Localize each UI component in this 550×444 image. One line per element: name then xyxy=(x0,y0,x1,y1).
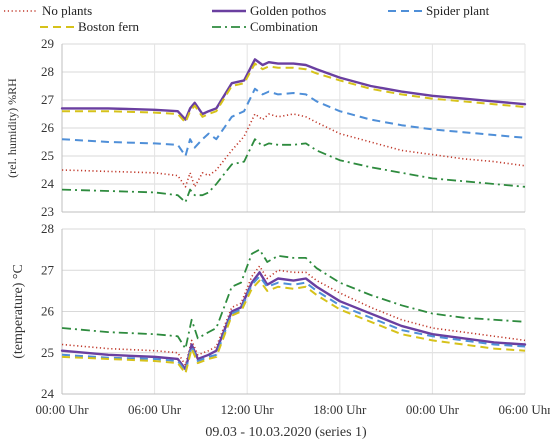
legend-label-boston-fern: Boston fern xyxy=(78,19,140,34)
y-tick-label: 29 xyxy=(41,36,54,51)
series-line-combination xyxy=(61,138,526,204)
legend-label-no-plants: No plants xyxy=(42,3,92,18)
y-tick-label: 25 xyxy=(41,345,54,360)
legend-item-golden-pothos: Golden pothos xyxy=(212,3,326,18)
y-tick-label: 25 xyxy=(41,148,54,163)
legend-item-spider-plant: Spider plant xyxy=(388,3,490,18)
x-tick-label: 18:00 Uhr xyxy=(313,402,367,417)
series-line-golden-pothos xyxy=(60,271,527,371)
y-axis-title: (temperature) °C xyxy=(11,264,26,359)
y-axis-title: (rel. humidity) %RH xyxy=(5,78,19,178)
x-tick-label: 06:00 Uhr xyxy=(128,402,182,417)
y-tick-label: 24 xyxy=(41,176,55,191)
legend-label-combination: Combination xyxy=(250,19,318,34)
x-tick-label: 00:00 Uhr xyxy=(406,402,460,417)
y-tick-label: 23 xyxy=(41,204,54,219)
legend-item-combination: Combination xyxy=(212,19,318,34)
y-tick-label: 27 xyxy=(41,262,55,277)
x-tick-label: 00:00 Uhr xyxy=(35,402,89,417)
y-tick-label: 24 xyxy=(41,386,55,401)
legend-label-spider-plant: Spider plant xyxy=(426,3,490,18)
legend: No plants Golden pothos Spider plant Boston… xyxy=(4,3,490,34)
temperature-panel: 24 25 26 27 28 (temperature) °C xyxy=(11,221,527,401)
series-line-no-plants xyxy=(61,113,526,188)
series-line-spider-plant xyxy=(61,87,526,157)
series-line-spider-plant xyxy=(61,275,526,373)
x-axis: 00:00 Uhr 06:00 Uhr 12:00 Uhr 18:00 Uhr 00:0… xyxy=(35,402,550,417)
y-tick-label: 28 xyxy=(41,64,54,79)
legend-item-boston-fern: Boston fern xyxy=(40,19,140,34)
humidity-panel: 23 24 25 26 27 28 29 (rel. humidity) %RH xyxy=(5,36,527,219)
series-line-boston-fern xyxy=(61,279,526,375)
legend-label-golden-pothos: Golden pothos xyxy=(250,3,326,18)
series-line-combination xyxy=(61,248,526,350)
series-line-golden-pothos xyxy=(60,58,527,121)
x-axis-title: 09.03 - 10.03.2020 (series 1) xyxy=(205,425,367,440)
series-line-no-plants xyxy=(61,265,526,366)
legend-item-no-plants: No plants xyxy=(4,3,92,18)
y-tick-label: 27 xyxy=(41,92,55,107)
y-tick-label: 28 xyxy=(41,221,54,236)
y-tick-label: 26 xyxy=(41,120,55,135)
x-tick-label: 12:00 Uhr xyxy=(221,402,275,417)
y-tick-label: 26 xyxy=(41,304,55,319)
x-tick-label: 06:00 Uhr xyxy=(498,402,550,417)
